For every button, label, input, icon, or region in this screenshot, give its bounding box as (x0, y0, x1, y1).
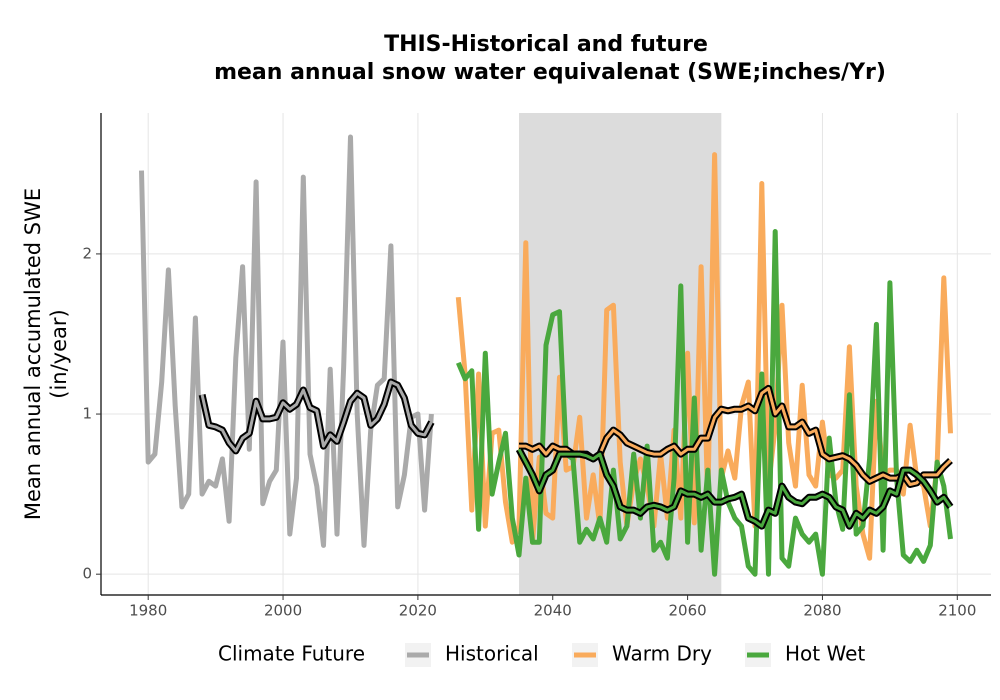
trend-line (517, 448, 952, 528)
chart-title: mean annual snow water equivalenat (SWE;… (214, 60, 886, 85)
chart-title: THIS-Historical and future (384, 32, 708, 57)
legend-label: Hot Wet (785, 642, 865, 666)
legend-title: Climate Future (218, 642, 365, 666)
x-tick-label: 2000 (264, 602, 302, 620)
x-tick-label: 2060 (668, 602, 706, 620)
y-tick-label: 0 (82, 565, 92, 583)
legend-label: Historical (445, 642, 539, 666)
y-tick-label: 1 (82, 405, 92, 423)
x-tick-label: 1980 (129, 602, 167, 620)
x-tick-label: 2100 (938, 602, 976, 620)
y-tick-label: 2 (82, 244, 92, 262)
x-tick-label: 2040 (534, 602, 572, 620)
trend-line (200, 380, 433, 453)
x-tick-label: 2020 (399, 602, 437, 620)
y-axis-title: Mean annual accumulated SWE (21, 188, 45, 520)
legend-label: Warm Dry (612, 642, 712, 666)
data-line (455, 229, 953, 577)
y-axis-title: (in/year) (47, 309, 71, 398)
x-tick-label: 2080 (803, 602, 841, 620)
data-line (139, 134, 434, 548)
